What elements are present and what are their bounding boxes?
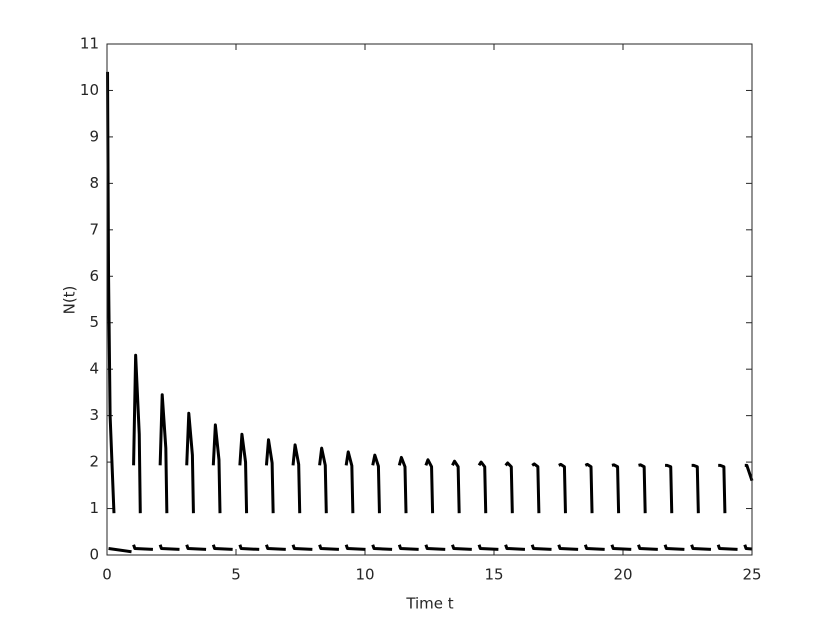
x-tick-label: 10 — [355, 566, 374, 584]
data-line — [108, 544, 753, 554]
y-tick-label: 11 — [80, 35, 99, 53]
y-tick-label: 5 — [89, 313, 99, 331]
x-tick-label: 15 — [484, 566, 503, 584]
y-tick-label: 8 — [89, 174, 99, 192]
x-tick-label: 25 — [742, 566, 761, 584]
y-tick-label: 3 — [89, 406, 99, 424]
y-axis-label: N(t) — [61, 286, 79, 315]
y-tick-label: 10 — [80, 81, 99, 99]
x-tick-label: 5 — [231, 566, 241, 584]
y-tick-label: 6 — [89, 267, 99, 285]
data-line — [106, 71, 754, 514]
y-tick-label: 4 — [89, 360, 99, 378]
y-tick-label: 1 — [89, 499, 99, 517]
x-tick-label: 20 — [613, 566, 632, 584]
y-tick-label: 7 — [89, 220, 99, 238]
x-axis-label: Time t — [405, 595, 453, 613]
y-tick-label: 2 — [89, 453, 99, 471]
plot-frame — [106, 43, 753, 556]
y-tick-label: 0 — [89, 546, 99, 564]
y-tick-label: 9 — [89, 127, 99, 145]
x-tick-label: 0 — [102, 566, 112, 584]
